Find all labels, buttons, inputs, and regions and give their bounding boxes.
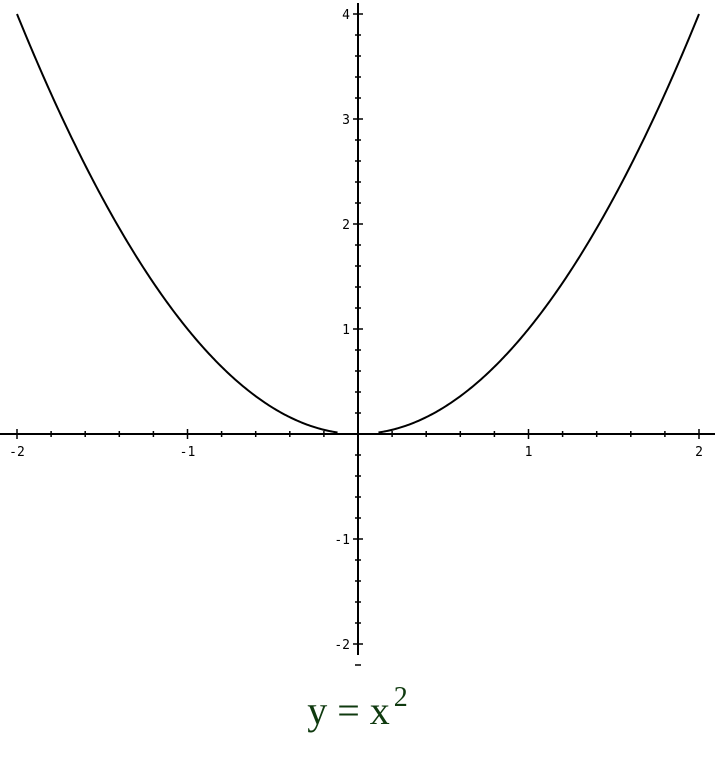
y-tick-label: -1 [334, 533, 350, 548]
y-tick-label: 3 [342, 113, 350, 128]
y-tick-label: 4 [342, 8, 350, 23]
curve-branch-left [16, 13, 338, 434]
axes [0, 3, 715, 666]
x-tick-label: 2 [695, 445, 703, 460]
y-tick-label: -2 [334, 638, 350, 653]
x-tick-label: -1 [180, 445, 196, 460]
title-exponent: 2 [393, 682, 408, 713]
title-text: y = x [307, 688, 390, 733]
curve-branch-right [378, 13, 700, 434]
tick-labels: -2 -1 1 2 -2 -1 1 2 3 4 [9, 8, 703, 653]
x-tick-label: -2 [9, 445, 25, 460]
y-tick-label: 2 [342, 218, 350, 233]
x-tick-label: 1 [525, 445, 533, 460]
y-tick-label: 1 [342, 323, 350, 338]
parabola-chart: -2 -1 1 2 -2 -1 1 2 3 4 [0, 3, 715, 666]
curves [16, 13, 700, 434]
